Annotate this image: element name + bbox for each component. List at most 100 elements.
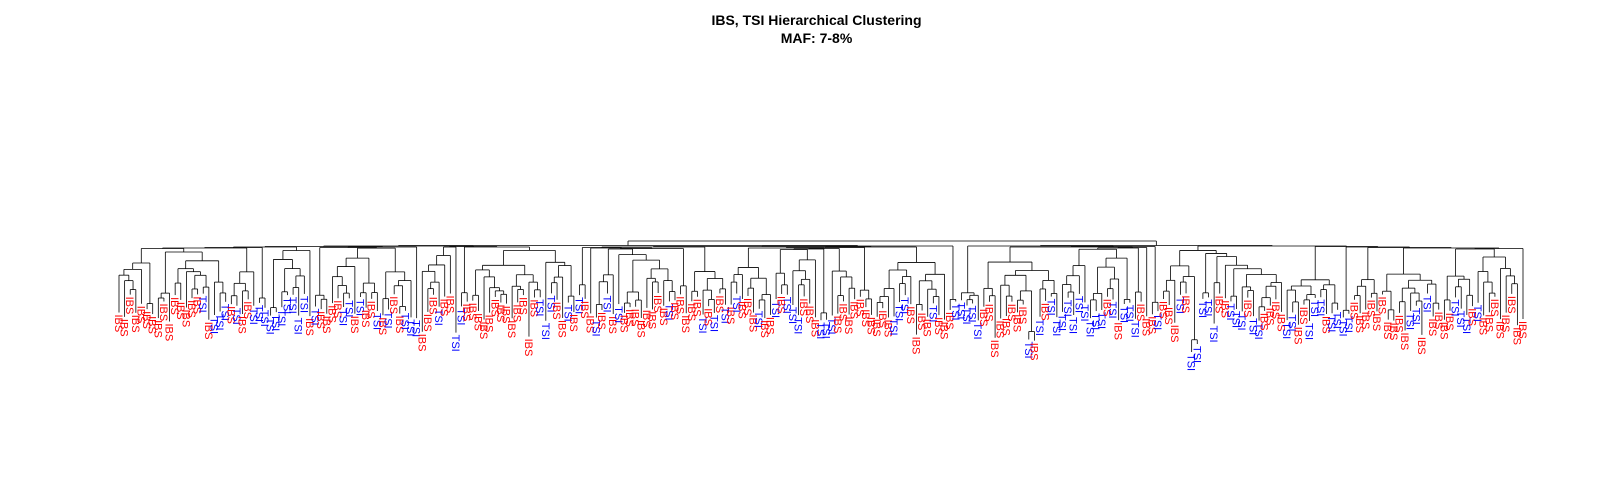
leaf-label: IBS bbox=[236, 316, 248, 334]
leaf-label: IBS bbox=[999, 318, 1011, 336]
leaf-label: IBS bbox=[668, 302, 680, 320]
leaf-label: IBS bbox=[1387, 323, 1399, 341]
leaf-label: IBS bbox=[617, 315, 629, 333]
leaf-label: TSI bbox=[662, 303, 674, 320]
leaf-label: TSI bbox=[573, 297, 585, 314]
leaf-label: IBS bbox=[477, 322, 489, 340]
leaf-label: TSI bbox=[1286, 314, 1298, 331]
leaf-label: IBS bbox=[567, 314, 579, 332]
leaf-label: TSI bbox=[1336, 319, 1348, 336]
leaf-label: TSI bbox=[1084, 320, 1096, 337]
leaf-label: IBS bbox=[1370, 313, 1382, 331]
leaf-label: TSI bbox=[432, 309, 444, 326]
leaf-label: IBS bbox=[376, 317, 388, 335]
leaf-label: TSI bbox=[1308, 300, 1320, 317]
leaf-label: TSI bbox=[1409, 308, 1421, 325]
leaf-label: TSI bbox=[887, 318, 899, 335]
leaf-label: IBS bbox=[803, 306, 815, 324]
leaf-label: IBS bbox=[135, 306, 147, 324]
leaf-label: IBS bbox=[775, 296, 787, 314]
chart-subtitle: MAF: 7-8% bbox=[780, 30, 853, 46]
leaf-label: IBS bbox=[1005, 304, 1017, 322]
leaf-label: IBS bbox=[842, 317, 854, 335]
leaf-label: IBS bbox=[1291, 327, 1303, 345]
leaf-label: IBS bbox=[1353, 315, 1365, 333]
leaf-label: IBS bbox=[865, 317, 877, 335]
leaf-label: IBS bbox=[1348, 302, 1360, 320]
leaf-label: TSI bbox=[1454, 311, 1466, 328]
leaf-label: IBS bbox=[427, 297, 439, 315]
leaf-label: IBS bbox=[174, 302, 186, 320]
leaf-label: IBS bbox=[741, 298, 753, 316]
leaf-label: IBS bbox=[202, 322, 214, 340]
leaf-label: IBS bbox=[1011, 314, 1023, 332]
leaf-label: TSI bbox=[281, 297, 293, 314]
leaf-label: TSI bbox=[719, 307, 731, 324]
leaf-label: IBS bbox=[578, 301, 590, 319]
leaf-label: IBS bbox=[859, 309, 871, 327]
leaf-label: IBS bbox=[438, 299, 450, 317]
leaf-label: IBS bbox=[1263, 308, 1275, 326]
leaf-label: IBS bbox=[1140, 318, 1152, 336]
leaf-label: IBS bbox=[1039, 303, 1051, 321]
leaf-label: IBS bbox=[118, 319, 130, 337]
leaf-label: IBS bbox=[1364, 300, 1376, 318]
leaf-label: TSI bbox=[196, 296, 208, 313]
leaf-label: TSI bbox=[219, 304, 231, 321]
leaf-label: TSI bbox=[1106, 302, 1118, 319]
leaf-label: IBS bbox=[1297, 307, 1309, 325]
leaf-label: IBS bbox=[876, 310, 888, 328]
leaf-label: IBS bbox=[1100, 299, 1112, 317]
leaf-label: TSI bbox=[1022, 342, 1034, 359]
leaf-label: IBS bbox=[494, 305, 506, 323]
leaf-label: IBS bbox=[735, 301, 747, 319]
leaf-label: IBS bbox=[1016, 307, 1028, 325]
leaf-label: TSI bbox=[1235, 313, 1247, 330]
leaf-label: IBS bbox=[516, 297, 528, 315]
leaf-label: IBS bbox=[1269, 301, 1281, 319]
leaf-label: TSI bbox=[926, 305, 938, 322]
leaf-label: IBS bbox=[1494, 321, 1506, 339]
leaf-label: IBS bbox=[140, 311, 152, 329]
leaf-label: IBS bbox=[488, 299, 500, 317]
leaf-label: IBS bbox=[1027, 343, 1039, 361]
leaf-label: IBS bbox=[483, 315, 495, 333]
leaf-label: TSI bbox=[1230, 311, 1242, 328]
leaf-label: IBS bbox=[1426, 319, 1438, 337]
leaf-label: TSI bbox=[264, 318, 276, 335]
leaf-label: TSI bbox=[954, 302, 966, 319]
leaf-label: IBS bbox=[595, 312, 607, 330]
leaf-label: IBS bbox=[241, 301, 253, 319]
leaf-label: TSI bbox=[707, 315, 719, 332]
leaf-label: TSI bbox=[820, 322, 832, 339]
leaf-label: IBS bbox=[640, 310, 652, 328]
leaf-label: IBS bbox=[870, 319, 882, 337]
leaf-label: TSI bbox=[949, 304, 961, 321]
leaf-label: IBS bbox=[881, 320, 893, 338]
leaf-label: IBS bbox=[393, 316, 405, 334]
leaf-label: IBS bbox=[387, 296, 399, 314]
leaf-label: TSI bbox=[1061, 300, 1073, 317]
leaf-label: TSI bbox=[898, 297, 910, 314]
leaf-label: IBS bbox=[157, 304, 169, 322]
leaf-label: TSI bbox=[1072, 296, 1084, 313]
leaf-label: TSI bbox=[1173, 297, 1185, 314]
leaf-label: TSI bbox=[1185, 354, 1197, 371]
leaf-label: TSI bbox=[1314, 299, 1326, 316]
leaf-label: IBS bbox=[758, 320, 770, 338]
leaf-label: TSI bbox=[792, 317, 804, 334]
leaf-label: IBS bbox=[724, 307, 736, 325]
leaf-label: IBS bbox=[129, 315, 141, 333]
leaf-label: IBS bbox=[1162, 307, 1174, 325]
leaf-label: TSI bbox=[1460, 317, 1472, 334]
leaf-label: TSI bbox=[966, 306, 978, 323]
leaf-label: TSI bbox=[230, 308, 242, 325]
leaf-label: TSI bbox=[342, 300, 354, 317]
leaf-label: IBS bbox=[511, 304, 523, 322]
leaf-label: TSI bbox=[275, 309, 287, 326]
leaf-label: IBS bbox=[994, 321, 1006, 339]
leaf-label: TSI bbox=[1033, 319, 1045, 336]
leaf-label: TSI bbox=[1078, 304, 1090, 321]
leaf-label: IBS bbox=[471, 313, 483, 331]
